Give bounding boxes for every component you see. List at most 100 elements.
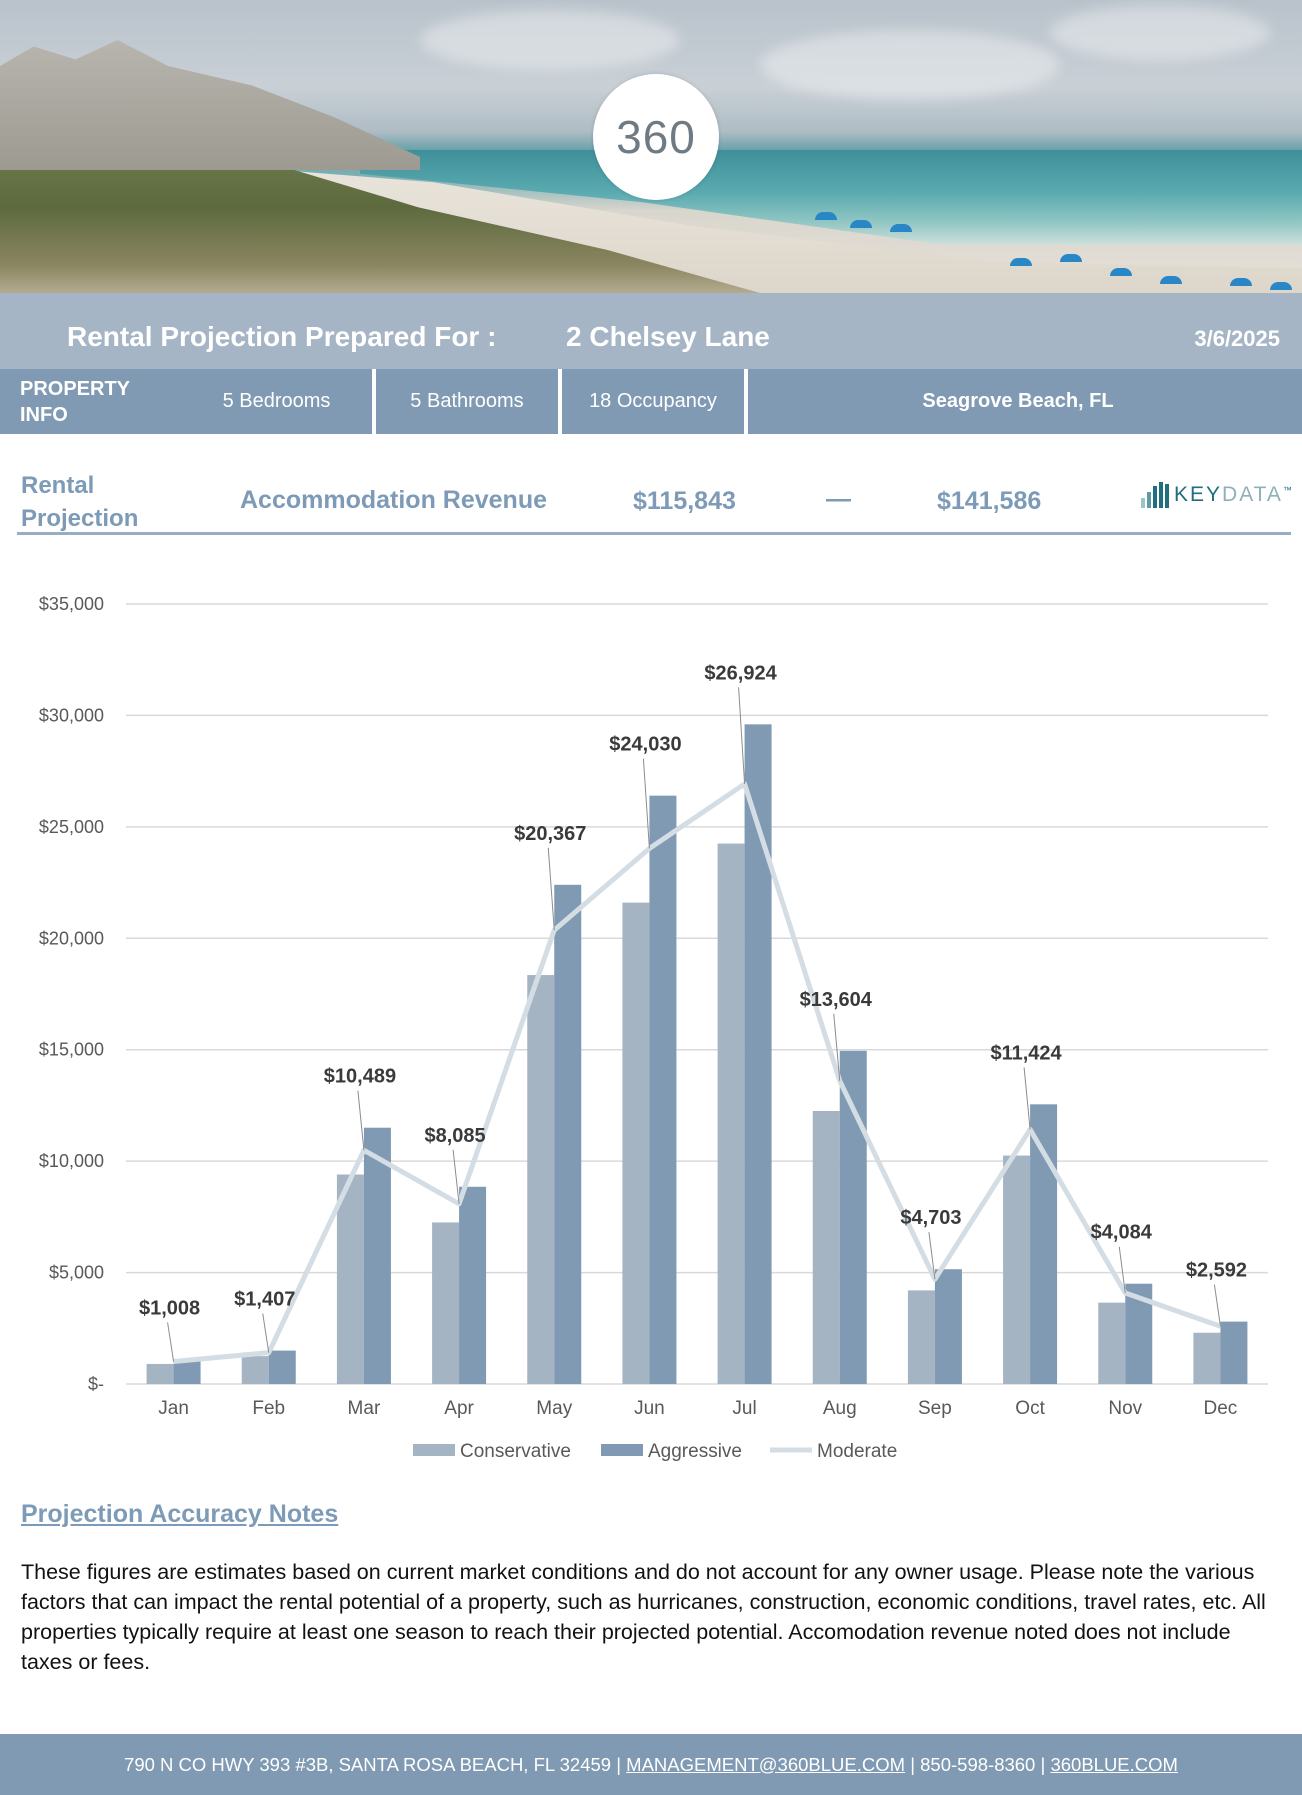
label-leader (262, 1313, 270, 1353)
bar-aggressive (934, 1269, 962, 1384)
x-tick-label: Mar (348, 1398, 381, 1419)
bar-conservative (336, 1174, 364, 1384)
bar-aggressive (363, 1127, 391, 1384)
projection-row: Rental Projection Accommodation Revenue … (0, 460, 1302, 535)
data-label: $1,008 (139, 1297, 200, 1319)
bar-aggressive (744, 724, 772, 1384)
projection-label: Rental Projection (21, 472, 139, 532)
label-leader (1023, 1067, 1031, 1130)
x-tick-label: Jan (158, 1398, 189, 1419)
label-leader (452, 1149, 460, 1204)
y-tick-label: $35,000 (39, 594, 104, 614)
label-leader (833, 1013, 841, 1081)
footer: 790 N CO HWY 393 #3B, SANTA ROSA BEACH, … (0, 1734, 1302, 1795)
x-tick-label: Jul (732, 1398, 756, 1419)
bar-conservative (907, 1290, 935, 1384)
bar-aggressive (649, 795, 677, 1384)
y-tick-label: $- (88, 1374, 104, 1394)
revenue-low: $115,843 (633, 487, 736, 515)
y-tick-label: $5,000 (49, 1263, 104, 1283)
y-tick-label: $15,000 (39, 1040, 104, 1060)
label-leader (642, 758, 650, 849)
label-leader (1213, 1284, 1221, 1327)
data-label: $20,367 (514, 823, 586, 845)
line-moderate (173, 781, 1222, 1365)
x-tick-label: May (536, 1398, 572, 1419)
bar-conservative (622, 902, 650, 1384)
data-label: $10,489 (324, 1066, 396, 1088)
revenue-chart: $- $5,000 $10,000 $15,000 $20,000 $25,000 $30,… (39, 594, 1268, 1462)
keydata-logo: KEYDATA™ (1141, 482, 1294, 508)
property-info-row: PROPERTY INFO 5 Bedrooms 5 Bathrooms 18 … (0, 369, 1302, 434)
bar-aggressive (1220, 1321, 1248, 1384)
report-date: 3/6/2025 (1194, 326, 1280, 351)
data-label: $26,924 (704, 662, 777, 684)
bedrooms: 5 Bedrooms (180, 369, 373, 434)
notes-body: These figures are estimates based on cur… (21, 1560, 1266, 1674)
label-leader (928, 1232, 936, 1280)
range-separator: — (826, 485, 851, 513)
divider (17, 532, 1291, 535)
label-leader (547, 847, 555, 931)
bathrooms: 5 Bathrooms (376, 369, 558, 434)
legend-swatch (413, 1444, 455, 1456)
legend-label: Moderate (817, 1441, 897, 1462)
x-tick-label: Nov (1108, 1398, 1142, 1419)
x-tick-label: Aug (823, 1398, 857, 1419)
x-tick-label: Oct (1015, 1398, 1045, 1419)
occupancy: 18 Occupancy (562, 369, 744, 434)
property-info-label: PROPERTY INFO (20, 369, 170, 434)
keydata-bars-icon (1141, 482, 1169, 508)
data-label: $13,604 (800, 989, 873, 1011)
title-bar: Rental Projection Prepared For : 2 Chels… (0, 293, 1302, 369)
report-title: Rental Projection Prepared For : (67, 321, 497, 352)
footer-email-link[interactable]: MANAGEMENT@360BLUE.COM (626, 1753, 906, 1775)
bar-conservative (527, 975, 555, 1384)
bar-conservative (432, 1222, 460, 1384)
data-label: $2,592 (1186, 1260, 1247, 1282)
y-tick-label: $20,000 (39, 928, 104, 948)
footer-website-link[interactable]: 360BLUE.COM (1050, 1753, 1178, 1775)
x-tick-label: Sep (918, 1398, 952, 1419)
logo-text: 360 (616, 111, 696, 163)
legend-label: Conservative (460, 1441, 571, 1462)
bar-conservative (146, 1363, 174, 1384)
data-label: $1,407 (234, 1289, 295, 1311)
footer-address: 790 N CO HWY 393 #3B, SANTA ROSA BEACH, … (124, 1753, 612, 1775)
notes-heading: Projection Accuracy Notes (21, 1500, 339, 1528)
property-name: 2 Chelsey Lane (566, 321, 770, 352)
revenue-high: $141,586 (937, 487, 1042, 515)
y-tick-label: $10,000 (39, 1151, 104, 1171)
bar-conservative (1003, 1155, 1031, 1384)
label-leader (1118, 1246, 1126, 1294)
legend-label: Aggressive (648, 1441, 742, 1462)
bar-conservative (1098, 1302, 1126, 1384)
bar-aggressive (839, 1050, 867, 1384)
y-tick-label: $30,000 (39, 705, 104, 725)
bar-conservative (812, 1111, 840, 1384)
data-label: $24,030 (609, 734, 681, 756)
bar-conservative (241, 1356, 269, 1384)
hero-image: 360 (0, 0, 1302, 293)
data-label: $8,085 (424, 1125, 485, 1147)
y-tick-label: $25,000 (39, 817, 104, 837)
x-tick-label: Dec (1204, 1398, 1238, 1419)
bar-aggressive (1030, 1104, 1058, 1384)
x-tick-label: Jun (634, 1398, 665, 1419)
label-leader (357, 1090, 365, 1151)
keydata-wordmark: KEYDATA™ (1174, 483, 1294, 506)
label-leader (167, 1322, 175, 1362)
bar-aggressive (554, 884, 582, 1384)
revenue-label: Accommodation Revenue (240, 486, 548, 514)
x-tick-label: Feb (252, 1398, 285, 1419)
label-leader (738, 687, 746, 785)
location: Seagrove Beach, FL (748, 369, 1288, 434)
legend-swatch (601, 1444, 643, 1456)
bar-conservative (1193, 1332, 1221, 1384)
data-label: $4,084 (1091, 1222, 1153, 1244)
data-label: $4,703 (900, 1207, 961, 1229)
data-label: $11,424 (990, 1042, 1062, 1064)
bar-aggressive (268, 1350, 296, 1384)
bar-conservative (717, 843, 745, 1384)
footer-phone: 850-598-8360 (920, 1753, 1036, 1775)
